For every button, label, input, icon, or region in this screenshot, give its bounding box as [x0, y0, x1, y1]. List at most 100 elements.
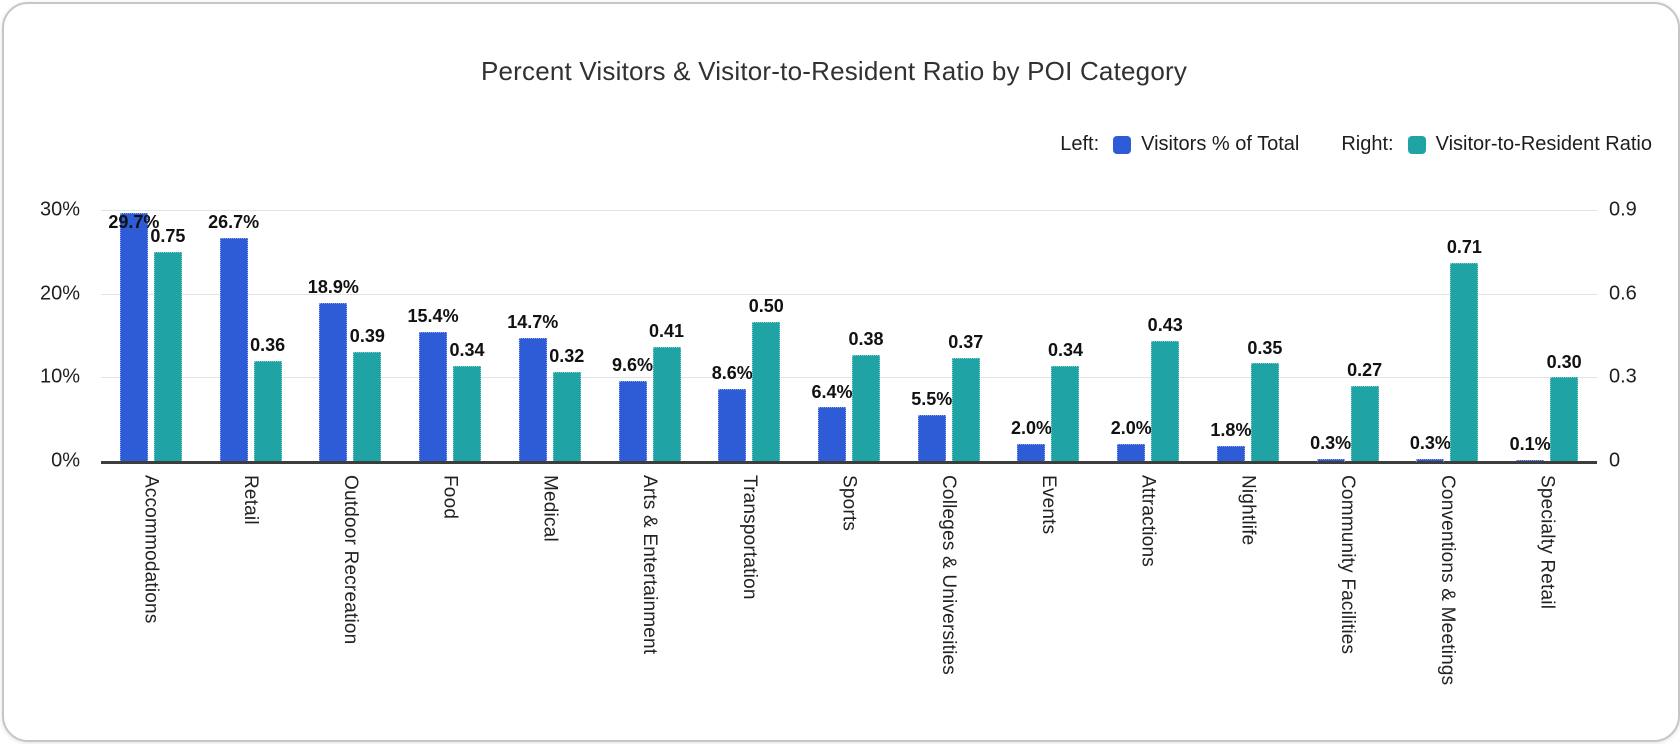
bar-value-label: 6.4%	[811, 381, 853, 402]
category-label: Sports	[799, 475, 899, 685]
category-label: Community Facilities	[1298, 475, 1398, 685]
ratio-bar[interactable]	[253, 360, 282, 461]
category-label: Transportation	[699, 475, 799, 685]
visitors-bar[interactable]	[618, 380, 647, 461]
category-label-text: Sports	[838, 475, 860, 532]
barwrap: 0.34	[1048, 210, 1083, 461]
bar-group: 0.1% 0.30	[1497, 210, 1597, 461]
category-label: Colleges & Universities	[899, 475, 999, 685]
bar-value-label: 0.41	[649, 320, 685, 341]
visitors-bar[interactable]	[917, 414, 946, 461]
visitors-bar[interactable]	[1516, 460, 1545, 461]
visitors-bar[interactable]	[1117, 444, 1146, 461]
barwrap: 6.4%	[811, 210, 853, 461]
gridline	[101, 210, 1597, 211]
category-label-text: Retail	[240, 475, 262, 525]
barwrap: 0.36	[250, 210, 285, 461]
category-label: Specialty Retail	[1497, 475, 1597, 685]
ratio-bar[interactable]	[153, 251, 182, 461]
category-label-text: Medical	[539, 475, 561, 542]
barwrap: 9.6%	[612, 210, 653, 461]
bar-group: 2.0% 0.34	[999, 210, 1099, 461]
visitors-bar[interactable]	[1416, 458, 1445, 461]
visitors-bar[interactable]	[1017, 444, 1046, 461]
category-label: Events	[999, 475, 1099, 685]
barwrap: 0.34	[450, 210, 485, 461]
category-label-text: Attractions	[1137, 475, 1159, 567]
barwrap: 0.3%	[1410, 210, 1451, 461]
visitors-bar[interactable]	[219, 237, 248, 461]
bar-value-label: 15.4%	[407, 306, 459, 327]
bar-group: 18.9% 0.39	[300, 210, 400, 461]
bar-group: 1.8% 0.35	[1198, 210, 1298, 461]
bar-value-label: 0.1%	[1509, 434, 1551, 455]
category-label: Arts & Entertainment	[600, 475, 700, 685]
chart-title: Percent Visitors & Visitor-to-Resident R…	[480, 56, 1188, 86]
visitors-bar[interactable]	[718, 389, 747, 461]
visitors-bar[interactable]	[319, 302, 348, 461]
category-label: Nightlife	[1198, 475, 1298, 685]
visitors-bar[interactable]	[419, 332, 448, 461]
category-label-text: Specialty Retail	[1536, 475, 1558, 610]
barwrap: 0.41	[649, 210, 684, 461]
ratio-bar[interactable]	[1350, 385, 1379, 461]
category-label-text: Conventions & Meetings	[1436, 475, 1458, 686]
bar-value-label: 29.7%	[108, 212, 160, 233]
category-label: Accommodations	[101, 475, 201, 685]
visitors-bar[interactable]	[518, 338, 547, 461]
ratio-bar[interactable]	[652, 346, 681, 461]
bar-value-label: 2.0%	[1010, 418, 1052, 439]
left-axis-tick: 30%	[39, 198, 80, 221]
barwrap: 0.71	[1447, 210, 1482, 461]
category-label-text: Outdoor Recreation	[339, 475, 361, 645]
visitors-bar[interactable]	[119, 212, 148, 461]
barwrap: 0.38	[848, 210, 884, 461]
left-axis-tick: 0%	[51, 449, 80, 472]
bar-value-label: 0.50	[748, 295, 784, 316]
bar-group: 15.4% 0.34	[400, 210, 500, 461]
ratio-series-swatch-icon[interactable]	[1407, 135, 1426, 154]
ratio-bar[interactable]	[1151, 341, 1180, 461]
visitors-series-swatch-icon[interactable]	[1113, 135, 1132, 154]
ratio-bar[interactable]	[1550, 377, 1579, 461]
legend-ratio-label[interactable]: Visitor-to-Resident Ratio	[1435, 133, 1652, 155]
visitors-bar[interactable]	[818, 407, 846, 461]
left-axis-tick: 10%	[39, 365, 80, 388]
barwrap: 0.30	[1547, 210, 1582, 461]
barwrap: 0.75	[150, 210, 185, 461]
ratio-bar[interactable]	[453, 366, 482, 461]
barwrap: 18.9%	[308, 210, 359, 461]
bar-group: 26.7% 0.36	[201, 210, 301, 461]
bar-group: 0.3% 0.27	[1298, 210, 1398, 461]
right-axis-tick: 0	[1609, 449, 1621, 472]
ratio-bar[interactable]	[1051, 366, 1080, 461]
legend-visitors-label[interactable]: Visitors % of Total	[1141, 133, 1300, 155]
barwrap: 0.43	[1148, 210, 1183, 461]
barwrap: 0.32	[549, 210, 584, 461]
category-label-text: Community Facilities	[1337, 475, 1359, 655]
ratio-bar[interactable]	[353, 352, 382, 461]
barwrap: 0.3%	[1310, 210, 1351, 461]
ratio-bar[interactable]	[1250, 363, 1279, 461]
visitors-bar[interactable]	[1316, 458, 1345, 461]
bar-value-label: 1.8%	[1210, 420, 1252, 441]
ratio-bar[interactable]	[852, 355, 880, 461]
bar-group: 6.4% 0.38	[799, 210, 899, 461]
ratio-bar[interactable]	[752, 321, 781, 461]
bar-value-label: 9.6%	[612, 354, 654, 375]
ratio-bar[interactable]	[552, 371, 581, 461]
bar-value-label: 0.35	[1247, 337, 1283, 358]
barwrap: 29.7%	[108, 210, 159, 461]
ratio-bar[interactable]	[951, 357, 980, 461]
ratio-bar[interactable]	[1450, 263, 1479, 461]
left-axis-tick: 20%	[39, 282, 80, 305]
visitors-bar[interactable]	[1216, 445, 1245, 461]
category-label: Retail	[201, 475, 301, 685]
category-label: Attractions	[1098, 475, 1198, 685]
bar-value-label: 0.39	[349, 326, 385, 347]
bar-group: 2.0% 0.43	[1098, 210, 1198, 461]
category-label-text: Arts & Entertainment	[639, 475, 661, 655]
bar-value-label: 8.6%	[711, 363, 753, 384]
bar-value-label: 2.0%	[1110, 418, 1152, 439]
legend-left-axis-prefix: Left:	[1060, 133, 1100, 155]
